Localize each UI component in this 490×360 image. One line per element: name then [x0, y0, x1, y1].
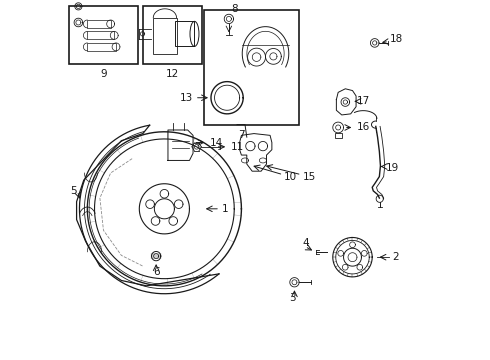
Text: 16: 16 [357, 122, 370, 132]
Bar [70, 6, 138, 64]
Text: 18: 18 [390, 33, 403, 44]
Bar [175, 21, 195, 46]
Text: 19: 19 [386, 163, 399, 172]
Text: 13: 13 [180, 93, 193, 103]
Bar [335, 133, 342, 138]
Text: 5: 5 [70, 186, 76, 196]
Text: 15: 15 [302, 172, 316, 182]
Text: 6: 6 [153, 267, 159, 277]
Text: 12: 12 [166, 69, 179, 79]
Text: 3: 3 [289, 293, 296, 303]
Bar [153, 18, 176, 54]
Bar [204, 10, 299, 125]
Text: 7: 7 [239, 130, 245, 140]
Bar [143, 6, 202, 64]
Bar [87, 43, 116, 51]
Text: 10: 10 [284, 172, 297, 182]
Text: 8: 8 [231, 4, 238, 14]
Text: 1: 1 [221, 204, 228, 214]
Text: 2: 2 [392, 252, 398, 262]
Text: 9: 9 [100, 69, 107, 79]
Text: 11: 11 [231, 142, 244, 152]
Bar [87, 31, 114, 39]
Bar [87, 20, 111, 28]
Text: 4: 4 [302, 238, 309, 248]
Text: 14: 14 [210, 138, 223, 148]
Text: 17: 17 [357, 96, 370, 106]
